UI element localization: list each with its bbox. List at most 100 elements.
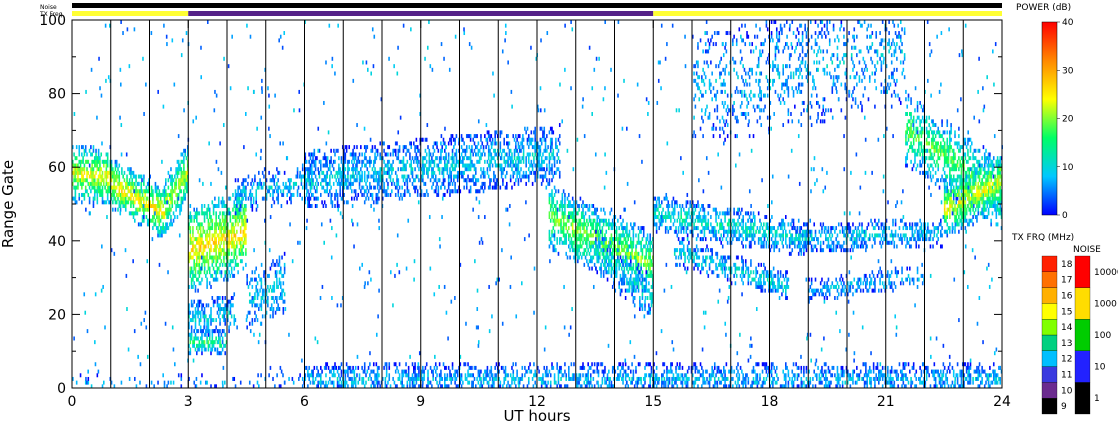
echo-cell-4019 [673,218,676,223]
echo-cell-1287 [198,321,201,326]
echo-cell-3996 [666,196,668,201]
echo-cell-3212 [571,222,574,227]
echo-cell-4389 [785,233,787,238]
echo-cell-2392 [424,156,427,161]
echo-cell-4769 [810,233,813,238]
echo-cell-3479 [609,237,611,242]
echo-cell-303 [119,204,122,208]
echo-cell-1917 [326,174,329,179]
echo-cell-1649 [241,189,243,194]
echo-cell-3650 [633,255,636,260]
echo-cell-109 [90,167,92,172]
echo-cell-1592 [276,307,278,312]
echo-cell-759 [192,277,194,282]
echo-cell-2416 [431,185,433,190]
echo-cell-2254 [394,185,397,190]
echo-cell-3012 [548,167,551,172]
echo-cell-297 [118,181,121,186]
echo-cell-3462 [606,255,609,260]
echo-cell-2991 [543,134,546,139]
echo-cell-4881 [856,233,858,238]
echo-cell-119 [91,159,93,164]
echo-cell-4355 [773,240,775,245]
echo-cell-2152 [372,159,375,164]
echo-cell-855 [202,259,205,264]
echo-cell-3534 [617,237,619,242]
echo-cell-3335 [588,251,591,256]
echo-cell-2813 [509,163,512,168]
echo-cell-741 [189,229,192,234]
echo-cell-789 [194,237,197,242]
echo-cell-4377 [781,222,783,227]
echo-cell-4686 [777,284,779,289]
echo-cell-2970 [540,181,543,186]
echo-cell-4558 [721,262,724,267]
echo-cell-2166 [375,170,378,175]
echo-cell-164 [97,178,100,183]
echo-cell-2133 [369,163,371,168]
echo-cell-3060 [558,134,561,139]
echo-cell-1533 [259,277,261,282]
echo-cell-2517 [450,163,453,168]
echo-cell-4371 [779,237,782,242]
echo-cell-4020 [673,211,676,216]
echo-cell-2698 [486,159,489,164]
echo-cell-4319 [761,226,764,231]
echo-cell-3250 [575,200,578,205]
echo-cell-4044 [681,222,684,227]
echo-cell-3910 [641,296,644,300]
echo-cell-2423 [432,174,434,179]
echo-cell-927 [210,226,212,231]
echo-cell-16 [74,192,77,197]
echo-cell-193 [101,178,104,183]
echo-cell-2407 [428,163,431,168]
echo-cell-1510 [254,318,256,323]
echo-cell-4100 [697,218,699,223]
echo-cell-2270 [397,156,400,161]
echo-cell-4553 [720,266,723,271]
echo-cell-1976 [339,170,341,175]
echo-cell-681 [181,181,184,186]
echo-cell-2568 [459,170,462,175]
echo-cell-4362 [775,244,778,249]
echo-cell-815 [197,211,199,216]
echo-cell-2275 [398,159,401,164]
echo-cell-3850 [623,270,626,275]
echo-cell-2855 [517,156,520,161]
echo-cell-2004 [343,159,345,164]
echo-cell-4910 [867,237,870,242]
echo-cell-1900 [323,189,326,194]
echo-cell-4792 [822,248,825,253]
echo-cell-1920 [326,159,329,164]
echo-cell-2493 [446,189,449,194]
echo-cell-217 [106,196,109,201]
echo-cell-2216 [385,192,388,197]
echo-cell-4852 [847,248,849,253]
echo-cell-3607 [627,237,630,242]
echo-cell-2317 [409,192,411,197]
echo-cell-897 [207,262,210,267]
echo-cell-641 [176,200,179,205]
echo-cell-1388 [232,296,234,300]
echo-cell-52 [79,167,82,172]
echo-cell-1962 [336,174,339,179]
echo-cell-4301 [754,215,756,220]
echo-cell-2895 [526,141,529,146]
echo-cell-2038 [349,152,352,157]
echo-cell-3915 [641,273,644,278]
echo-cell-1711 [270,178,273,183]
echo-cell-4291 [752,237,755,242]
echo-cell-1357 [221,299,224,304]
echo-cell-455 [145,185,148,190]
echo-cell-2380 [422,159,424,164]
echo-cell-1494 [248,321,251,326]
echo-cell-3862 [627,262,630,267]
echo-cell-2469 [441,145,444,150]
echo-cell-1970 [338,156,340,161]
echo-cell-1157 [236,262,238,267]
echo-cell-4384 [782,218,785,223]
echo-cell-774 [193,251,196,256]
echo-cell-1983 [340,159,343,164]
echo-cell-809 [197,255,199,260]
echo-cell-1339 [216,310,219,315]
